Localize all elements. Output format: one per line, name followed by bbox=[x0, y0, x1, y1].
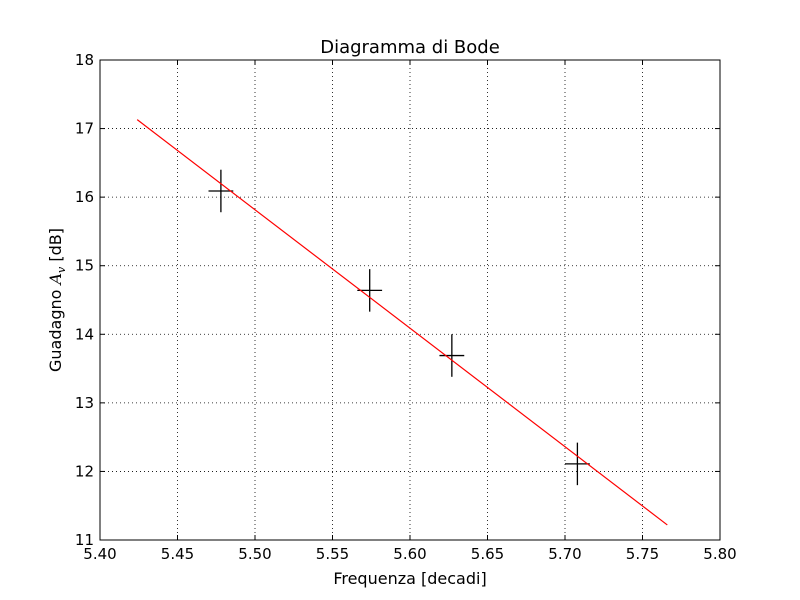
x-tick-label: 5.45 bbox=[161, 545, 194, 563]
x-tick-label: 5.70 bbox=[548, 545, 581, 563]
x-tick-label: 5.80 bbox=[703, 545, 736, 563]
data-point bbox=[208, 169, 234, 213]
fit-line bbox=[136, 119, 668, 526]
chart-title: Diagramma di Bode bbox=[320, 37, 500, 58]
y-axis-label-subscript: v bbox=[55, 266, 68, 273]
x-axis-label: Frequenza [decadi] bbox=[333, 569, 486, 588]
ticks: 5.40 5.45 5.50 5.55 5.60 5.65 5.70 5.75 5.80 11 12… bbox=[75, 51, 737, 563]
y-axis-label-symbol: A bbox=[46, 273, 65, 287]
y-tick-label: 15 bbox=[75, 257, 94, 275]
data-point bbox=[565, 442, 590, 486]
x-tick-label: 5.75 bbox=[626, 545, 659, 563]
y-axis-label-prefix: Guadagno bbox=[46, 285, 65, 372]
y-tick-label: 18 bbox=[75, 51, 94, 69]
grid bbox=[100, 60, 720, 540]
x-tick-label: 5.55 bbox=[316, 545, 349, 563]
series-layer bbox=[136, 119, 668, 526]
y-tick-label: 13 bbox=[75, 394, 94, 412]
y-tick-label: 14 bbox=[75, 325, 94, 343]
x-tick-label: 5.65 bbox=[471, 545, 504, 563]
x-tick-label: 5.50 bbox=[238, 545, 271, 563]
y-tick-label: 12 bbox=[75, 462, 94, 480]
y-axis-label-suffix: [dB] bbox=[46, 228, 65, 267]
y-axis-label: Guadagno Av [dB] bbox=[46, 228, 68, 372]
y-tick-label: 11 bbox=[75, 531, 94, 549]
x-tick-label: 5.40 bbox=[83, 545, 116, 563]
x-tick-label: 5.60 bbox=[393, 545, 426, 563]
y-tick-label: 16 bbox=[75, 188, 94, 206]
data-point bbox=[439, 334, 465, 377]
y-tick-label: 17 bbox=[75, 120, 94, 138]
